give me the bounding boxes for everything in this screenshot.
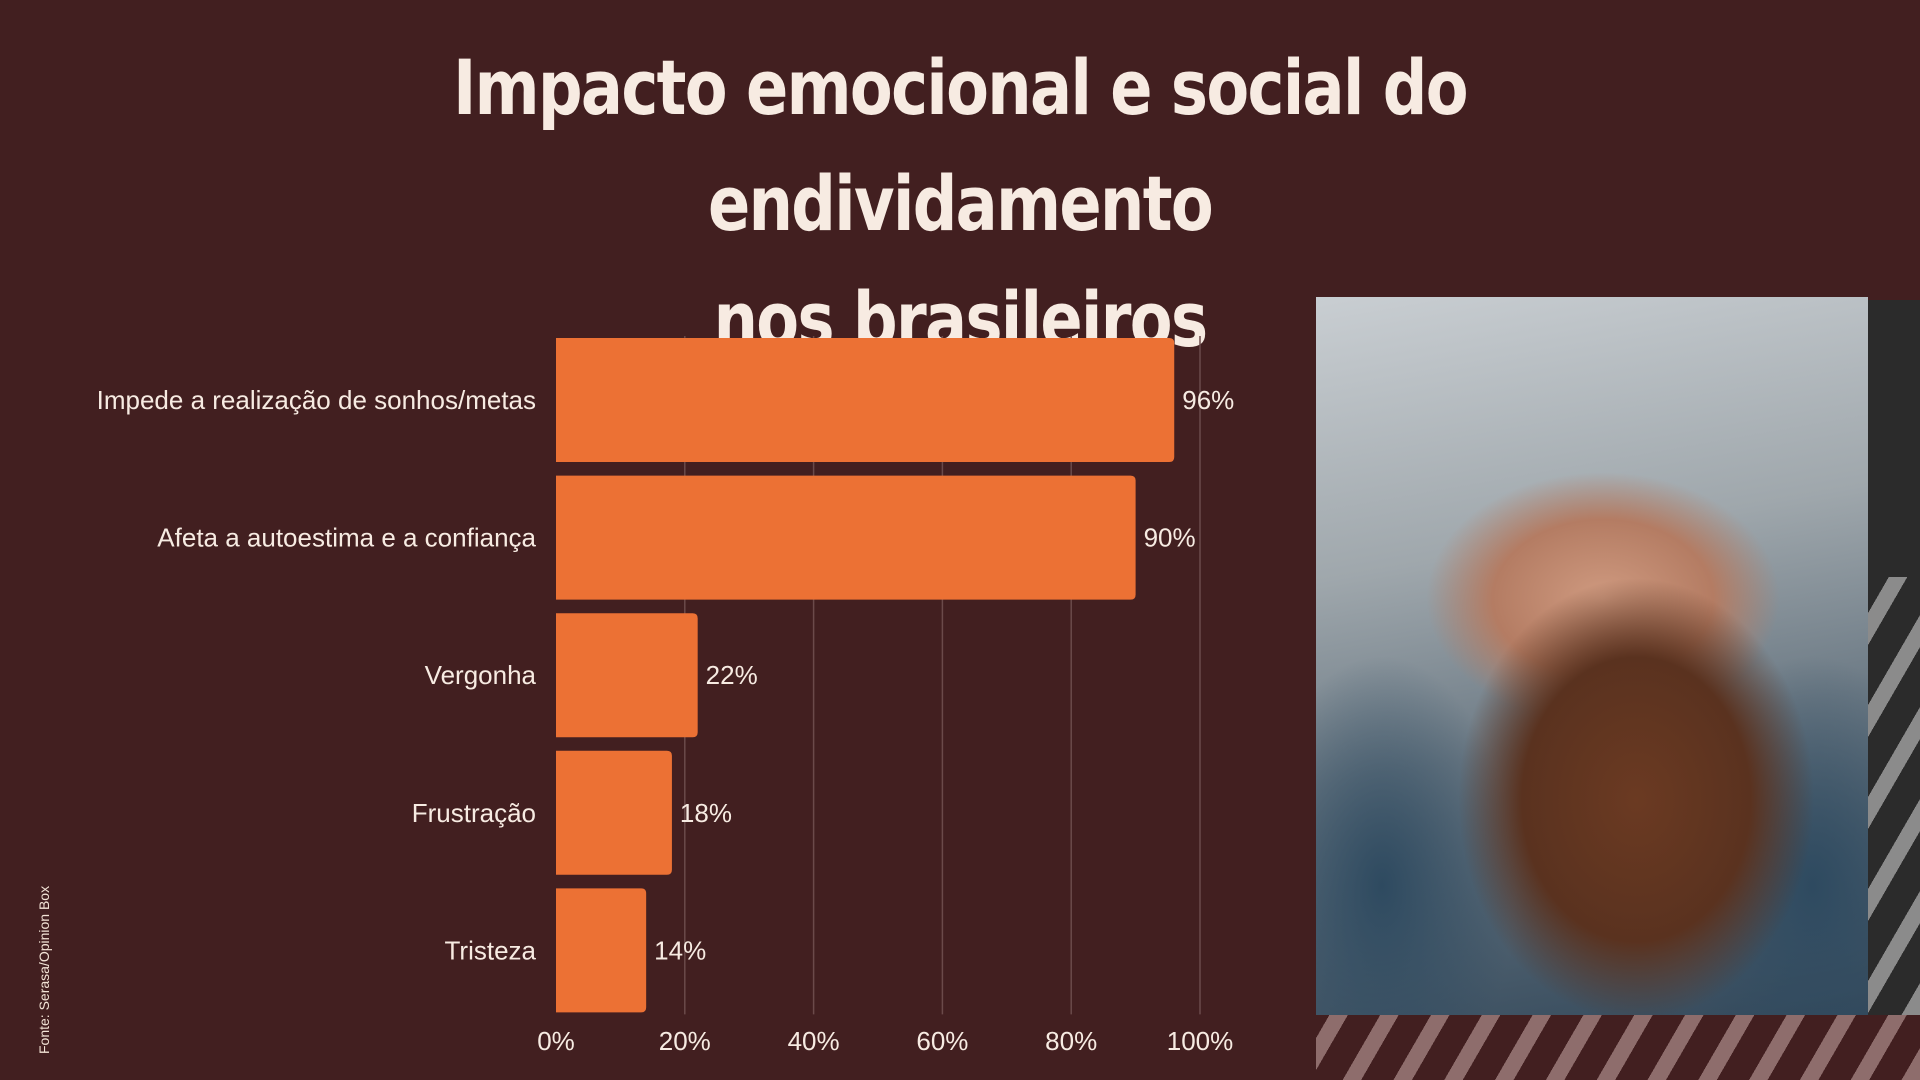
value-label: 14%: [654, 935, 706, 965]
x-tick-label: 40%: [788, 1026, 840, 1056]
x-tick-label: 100%: [1167, 1026, 1234, 1056]
category-label: Vergonha: [425, 660, 537, 690]
category-label: Afeta a autoestima e a confiança: [157, 523, 536, 553]
category-label: Tristeza: [445, 935, 537, 965]
category-label: Impede a realização de sonhos/metas: [97, 385, 536, 415]
source-note: Fonte: Serasa/Opinion Box: [36, 885, 52, 1054]
bar: [556, 613, 698, 738]
x-tick-label: 0%: [537, 1026, 575, 1056]
decorative-stripes-bottom: [1316, 1015, 1920, 1080]
bar: [556, 338, 1175, 462]
bars: [556, 338, 1175, 1013]
bar: [556, 888, 647, 1013]
chart-title: Impacto emocional e social do endividame…: [222, 30, 1698, 378]
x-tick-label: 80%: [1045, 1026, 1097, 1056]
category-label: Frustração: [412, 798, 536, 828]
category-labels: Impede a realização de sonhos/metas Afeta…: [97, 385, 537, 965]
decorative-panel: [1868, 300, 1920, 577]
x-tick-label: 60%: [916, 1026, 968, 1056]
x-tick-label: 20%: [659, 1026, 711, 1056]
value-label: 96%: [1182, 385, 1234, 415]
x-axis-ticks: 0% 20% 40% 60% 80% 100%: [537, 1026, 1233, 1056]
bar-chart: Impede a realização de sonhos/metas Afeta…: [97, 336, 1234, 1056]
title-line-1: Impacto emocional e social do endividame…: [453, 43, 1468, 248]
bar: [556, 475, 1136, 600]
bar: [556, 750, 672, 875]
stressed-man-photo: [1316, 297, 1868, 1015]
value-label: 90%: [1144, 523, 1196, 553]
decorative-stripes-side: [1868, 577, 1920, 1015]
value-label: 22%: [706, 660, 758, 690]
value-label: 18%: [680, 798, 732, 828]
value-labels: 96% 90% 22% 18% 14%: [654, 385, 1234, 965]
